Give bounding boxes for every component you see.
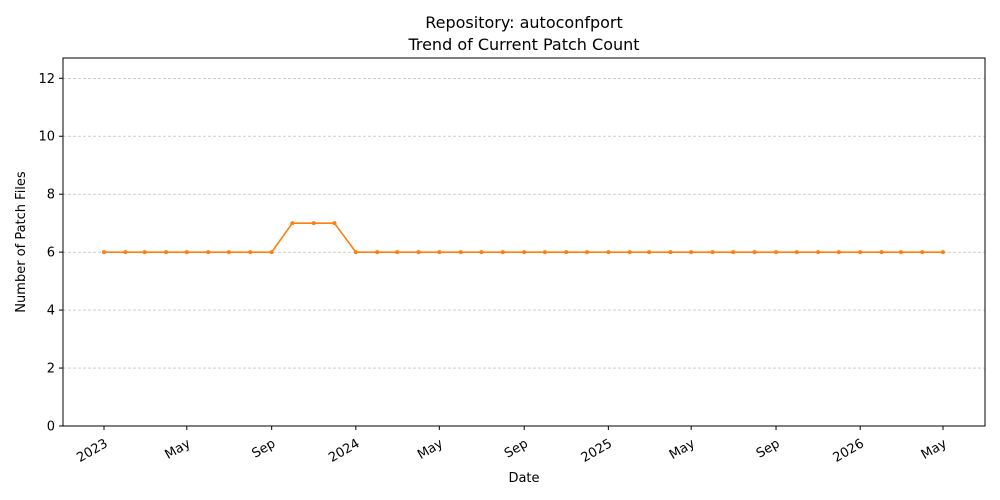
- x-tick-label: Sep: [502, 436, 531, 461]
- x-tick-label: May: [919, 436, 950, 463]
- y-tick-label: 8: [47, 188, 55, 203]
- data-point: [184, 250, 189, 255]
- data-point: [941, 250, 945, 255]
- data-point: [395, 250, 400, 255]
- x-tick-label: Sep: [249, 436, 278, 461]
- data-point: [752, 250, 757, 255]
- data-point: [898, 250, 903, 255]
- data-point: [437, 250, 442, 255]
- x-axis: 2023 May Sep 2024 May Sep 2025 May Sep 2026 May: [74, 426, 950, 466]
- data-point: [500, 250, 505, 255]
- data-point: [290, 221, 295, 226]
- x-tick-label: May: [415, 436, 446, 463]
- data-point: [584, 250, 589, 255]
- data-point: [206, 250, 211, 255]
- data-point: [920, 250, 925, 255]
- x-tick-label: Sep: [754, 436, 783, 461]
- x-tick-label: 2023: [74, 436, 110, 466]
- data-point: [102, 250, 106, 255]
- y-axis: 0 2 4 6 8 10 12: [38, 72, 63, 435]
- data-point: [123, 250, 128, 255]
- series-line: [104, 222, 943, 253]
- y-tick-label: 4: [47, 304, 55, 319]
- data-point: [375, 250, 380, 255]
- y-axis-label: Number of Patch Files: [14, 171, 29, 313]
- plot-frame: [62, 57, 986, 427]
- data-point: [416, 250, 421, 255]
- chart-title: Repository: autoconfport: [425, 13, 623, 32]
- data-point: [226, 250, 231, 255]
- series-group: [102, 221, 945, 255]
- data-point: [794, 250, 799, 255]
- data-point: [689, 250, 694, 255]
- data-point: [710, 250, 715, 255]
- data-point: [311, 221, 316, 226]
- grid-lines: [63, 77, 985, 369]
- data-point: [269, 250, 274, 255]
- data-point: [164, 250, 169, 255]
- y-tick-label: 0: [47, 420, 55, 435]
- data-point: [353, 250, 358, 255]
- data-point: [627, 250, 632, 255]
- data-point: [774, 250, 779, 255]
- data-point: [858, 250, 863, 255]
- data-point: [816, 250, 821, 255]
- chart-subtitle: Trend of Current Patch Count: [407, 35, 639, 54]
- x-tick-label: 2024: [326, 436, 362, 466]
- data-point: [564, 250, 569, 255]
- data-point: [879, 250, 884, 255]
- data-point: [332, 221, 337, 226]
- x-tick-label: 2025: [579, 436, 615, 466]
- data-point: [668, 250, 673, 255]
- x-tick-label: May: [163, 436, 194, 463]
- data-point: [142, 250, 147, 255]
- data-point: [731, 250, 736, 255]
- y-tick-label: 10: [38, 130, 55, 145]
- data-point: [248, 250, 253, 255]
- x-axis-label: Date: [508, 471, 539, 486]
- data-point: [836, 250, 841, 255]
- y-tick-label: 2: [47, 362, 55, 377]
- data-point: [542, 250, 547, 255]
- x-tick-label: May: [667, 436, 698, 463]
- data-point: [479, 250, 484, 255]
- data-point: [522, 250, 527, 255]
- y-tick-label: 6: [47, 246, 55, 261]
- data-point: [458, 250, 463, 255]
- data-point: [606, 250, 611, 255]
- x-tick-label: 2026: [831, 436, 867, 466]
- y-tick-label: 12: [38, 72, 55, 87]
- data-point: [647, 250, 652, 255]
